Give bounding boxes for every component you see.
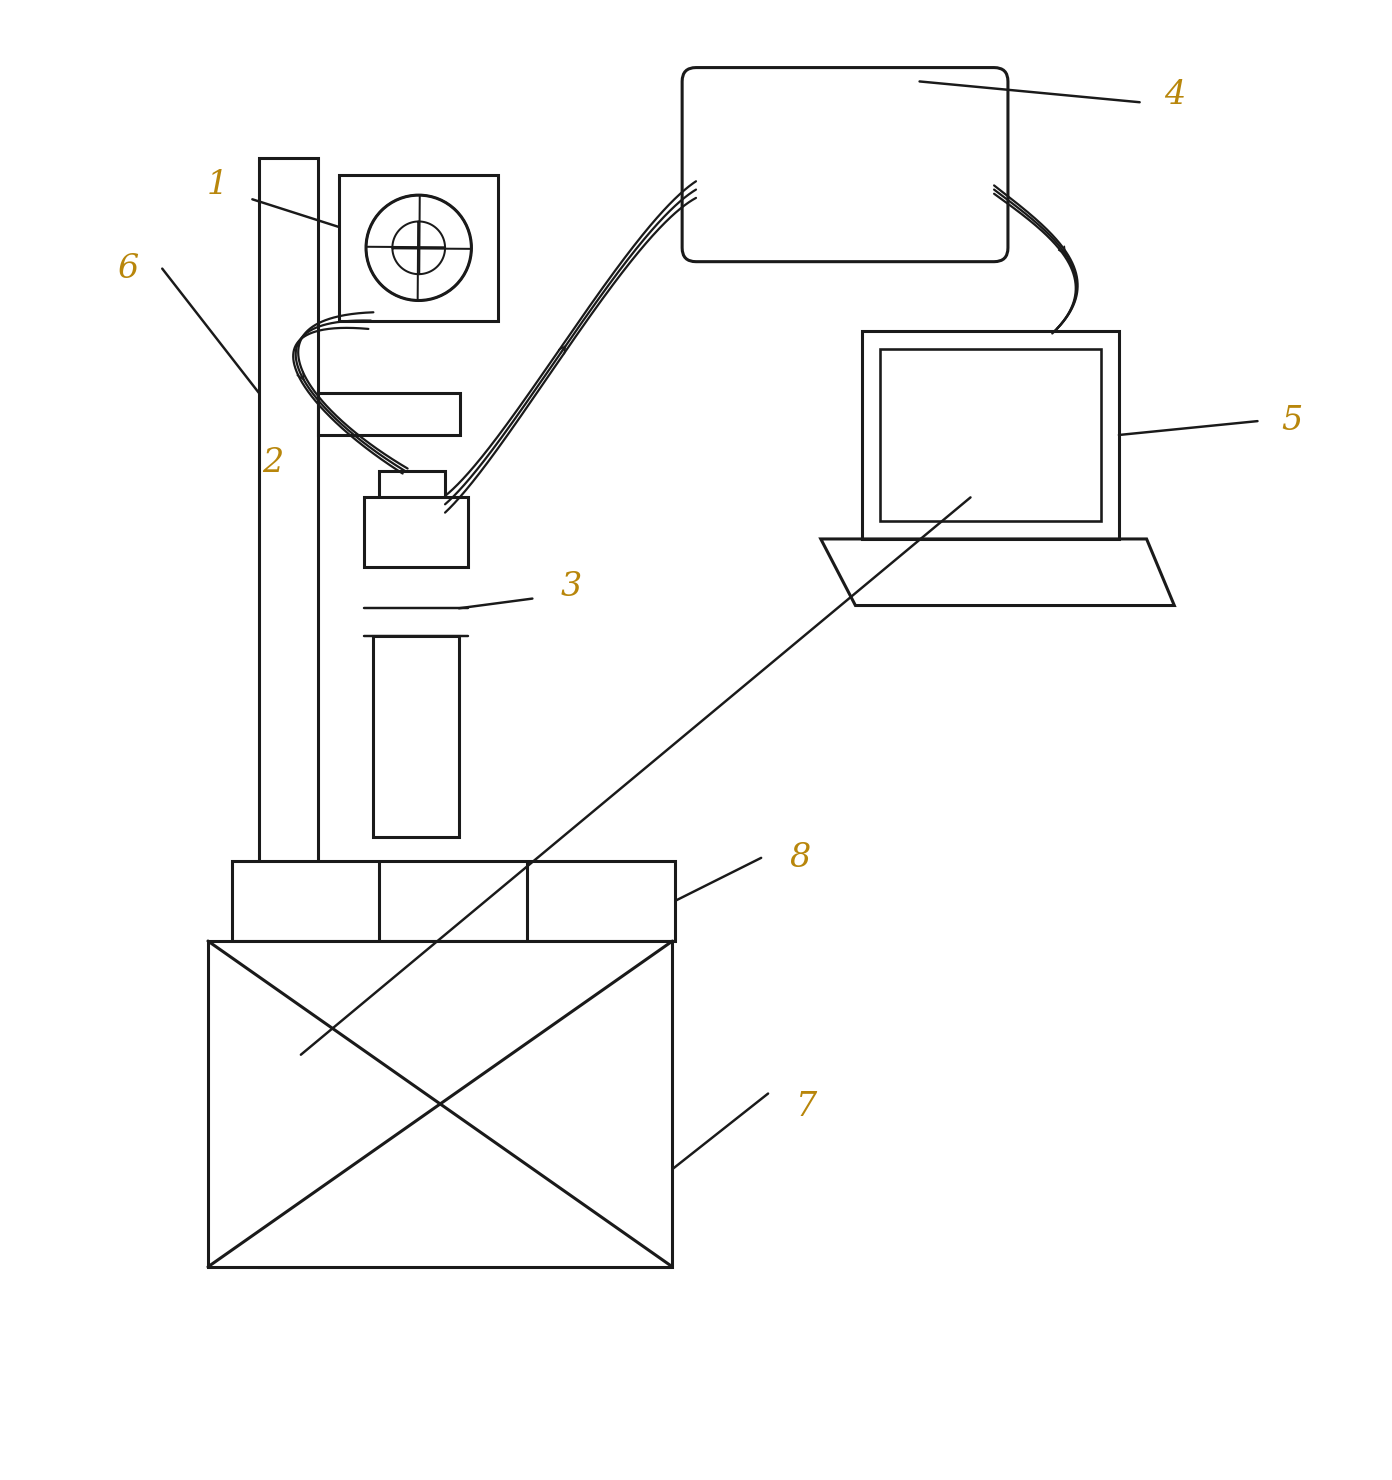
- Text: 6: 6: [117, 253, 138, 284]
- FancyBboxPatch shape: [682, 68, 1008, 262]
- Bar: [373, 636, 459, 838]
- Bar: [231, 861, 675, 941]
- Bar: [863, 332, 1119, 539]
- Bar: [259, 158, 317, 1267]
- Bar: [317, 394, 461, 435]
- Text: 3: 3: [561, 571, 582, 604]
- Bar: [363, 497, 468, 567]
- Text: 1: 1: [207, 169, 228, 201]
- Bar: [340, 175, 498, 321]
- Text: 8: 8: [789, 842, 810, 873]
- Bar: [379, 471, 445, 537]
- Text: 4: 4: [1164, 80, 1185, 111]
- Bar: [880, 349, 1101, 521]
- Bar: [207, 941, 672, 1267]
- Text: 7: 7: [796, 1091, 817, 1123]
- Text: 5: 5: [1282, 406, 1303, 437]
- Text: 2: 2: [263, 447, 284, 478]
